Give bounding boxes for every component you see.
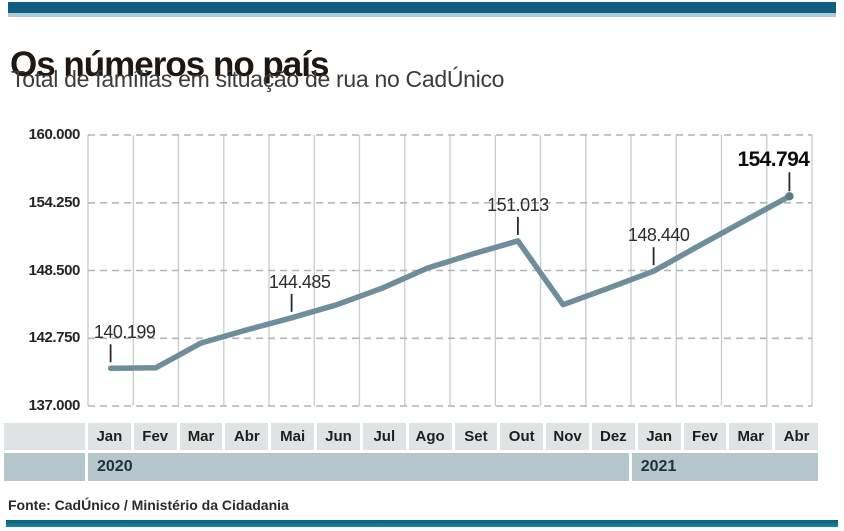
month-label: Jan [88, 423, 131, 450]
month-label: Fev [133, 423, 177, 450]
year-band: 2020 2021 [4, 453, 818, 481]
y-axis-label: 154.250 [28, 193, 81, 211]
year-label-2021: 2021 [631, 453, 818, 481]
month-band-spacer [4, 423, 85, 450]
year-band-spacer [4, 453, 85, 481]
month-label: Ago [408, 423, 452, 450]
month-label: Dez [591, 423, 635, 450]
end-point-dot [785, 192, 794, 201]
month-label: Jul [362, 423, 406, 450]
y-axis-label: 148.500 [28, 261, 81, 279]
data-line [107, 193, 793, 372]
month-label: Abr [225, 423, 269, 450]
y-axis-label: 142.750 [28, 329, 81, 347]
month-label: Set [454, 423, 498, 450]
page-subtitle: Total de famílias em situação de rua no … [11, 66, 505, 92]
bottom-accent-bar [6, 520, 838, 527]
y-axis-label: 160.000 [28, 126, 81, 143]
plot-svg [87, 134, 813, 407]
month-label: Mai [271, 423, 315, 450]
month-label: Fev [683, 423, 727, 450]
month-label: Mar [179, 423, 223, 450]
year-label-2020: 2020 [88, 453, 629, 481]
month-label: Jan [637, 423, 681, 450]
y-axis-label: 137.000 [28, 397, 81, 414]
month-band: Jan Fev Mar Abr Mai Jun Jul Ago Set Out Nov Dez Jan F… [4, 423, 818, 450]
month-label: Abr [775, 423, 818, 450]
month-label: Out [500, 423, 544, 450]
month-label: Nov [546, 423, 589, 450]
month-label: Mar [729, 423, 773, 450]
top-accent-bar [8, 2, 836, 13]
top-accent-bar-light [8, 13, 836, 17]
source-credit: Fonte: CadÚnico / Ministério da Cidadani… [8, 497, 289, 513]
month-label: Jun [317, 423, 360, 450]
page-title: Os números no país [10, 45, 329, 85]
